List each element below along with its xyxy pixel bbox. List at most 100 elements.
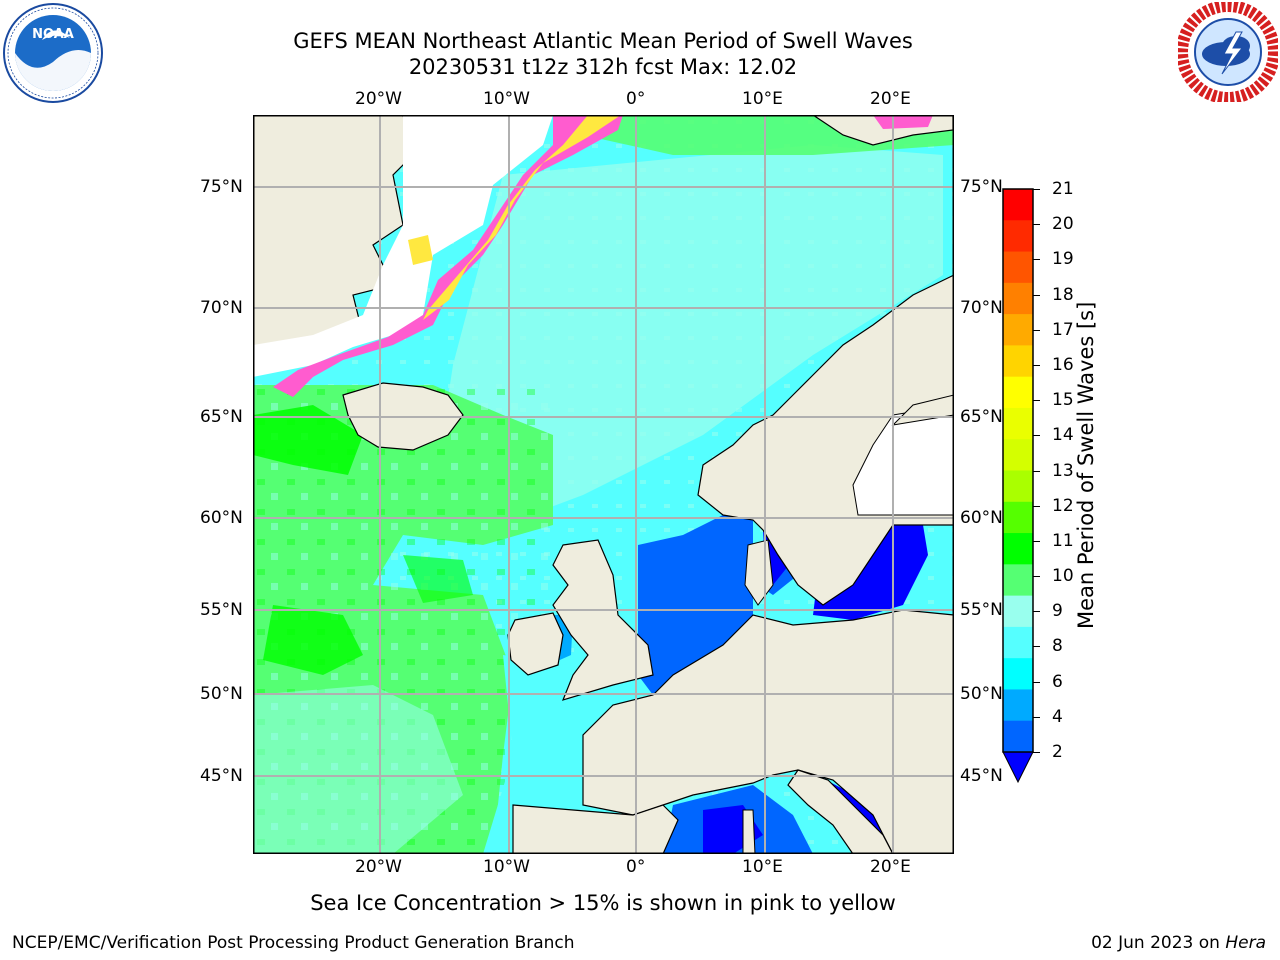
colorbar-tick-label: 17 (1052, 319, 1074, 340)
colorbar-tick-mark (1033, 681, 1040, 683)
map-plot-area (253, 115, 954, 854)
colorbar-tick-mark (1033, 364, 1040, 366)
lat-label-left-65n: 65°N (200, 407, 243, 427)
colorbar-cell (1003, 314, 1033, 346)
colorbar-tick-label: 21 (1052, 179, 1074, 199)
colorbar-tick-label: 2 (1052, 742, 1063, 762)
colorbar-tick-mark (1033, 505, 1040, 507)
colorbar-cell (1003, 689, 1033, 722)
lon-label-bottom-20e: 20°E (870, 857, 911, 877)
colorbar-tick-mark (1033, 400, 1040, 402)
lon-label-top-0: 0° (626, 89, 646, 109)
colorbar-tick-label: 13 (1052, 460, 1074, 481)
colorbar-tick-label: 12 (1052, 495, 1074, 516)
lat-label-right-45n: 45°N (960, 766, 1003, 786)
colorbar-tick-label: 6 (1052, 671, 1063, 692)
gulf-of-bothnia (852, 404, 954, 516)
lat-label-left-45n: 45°N (200, 766, 243, 786)
lon-label-top-20e: 20°E (870, 89, 911, 109)
colorbar-cell (1003, 282, 1033, 315)
chart-title: GEFS MEAN Northeast Atlantic Mean Period… (293, 29, 913, 53)
colorbar-tick-mark (1033, 259, 1040, 261)
lat-label-right-65n: 65°N (960, 407, 1003, 427)
colorbar-tick-mark (1033, 470, 1040, 472)
region-period-10-11-c (403, 555, 473, 603)
colorbar-cell (1003, 407, 1033, 440)
colorbar-tick-mark (1033, 576, 1040, 578)
colorbar-cell (1003, 720, 1033, 753)
colorbar-tick-label: 19 (1052, 249, 1074, 270)
colorbar-tick-label: 20 (1052, 214, 1074, 235)
colorbar-cell (1003, 376, 1033, 409)
colorbar-cell (1003, 595, 1033, 628)
colorbar-tick-mark (1033, 646, 1040, 648)
colorbar-tick-label: 4 (1052, 706, 1063, 727)
sea-ice-edge-pink (273, 115, 623, 397)
colorbar-cell (1003, 189, 1033, 221)
lat-label-right-75n: 75°N (960, 177, 1003, 197)
footer-left: NCEP/EMC/Verification Post Processing Pr… (12, 933, 575, 953)
colorbar-tick-label: 18 (1052, 284, 1074, 305)
land-iberia (512, 804, 679, 854)
colorbar-cell (1003, 220, 1033, 253)
nws-logo (1178, 2, 1278, 102)
lon-label-top-10e: 10°E (742, 89, 783, 109)
region-period-8-9-sw (253, 685, 463, 854)
colorbar-tick-mark (1033, 435, 1040, 437)
colorbar-cell (1003, 345, 1033, 378)
footer-right: 02 Jun 2023 on Hera (1091, 933, 1266, 953)
region-period-8-9 (433, 145, 943, 525)
sea-ice-patch-yellow (408, 235, 433, 265)
colorbar-cell (1003, 626, 1033, 659)
map-gridlines (253, 115, 954, 854)
lat-label-right-70n: 70°N (960, 298, 1003, 318)
colorbar-tick-mark (1033, 294, 1040, 296)
colorbar-cell (1003, 501, 1033, 534)
lon-label-bottom-10w: 10°W (483, 857, 530, 877)
lat-label-left-50n: 50°N (200, 684, 243, 704)
colorbar (1002, 188, 1034, 784)
colorbar-cell (1003, 251, 1033, 284)
lat-label-left-60n: 60°N (200, 508, 243, 528)
colorbar-cell (1003, 439, 1033, 471)
colorbar-tick-label: 15 (1052, 390, 1074, 411)
lat-label-right-50n: 50°N (960, 684, 1003, 704)
noaa-logo: NOAA (3, 3, 103, 103)
footer-date: 02 Jun 2023 on (1091, 933, 1220, 953)
region-north-sea (638, 510, 753, 695)
lon-label-bottom-10e: 10°E (742, 857, 783, 877)
swell-period-map (253, 115, 954, 854)
sea-ice-caption: Sea Ice Concentration > 15% is shown in … (310, 891, 896, 915)
colorbar-tick-mark (1033, 716, 1040, 718)
colorbar-tick-label: 10 (1052, 566, 1074, 587)
sea-ice-edge-yellow (423, 115, 621, 320)
region-period-10-11-b (263, 605, 363, 675)
lon-label-bottom-0: 0° (626, 857, 646, 877)
region-period-10-11-a (253, 405, 363, 475)
colorbar-tick-mark (1033, 224, 1040, 226)
lat-label-left-55n: 55°N (200, 600, 243, 620)
chart-subtitle: 20230531 t12z 312h fcst Max: 12.02 (408, 55, 798, 79)
lon-label-top-10w: 10°W (483, 89, 530, 109)
colorbar-tick-mark (1033, 752, 1040, 753)
lon-label-bottom-20w: 20°W (355, 857, 402, 877)
map-frame (253, 115, 954, 854)
lat-label-right-60n: 60°N (960, 508, 1003, 528)
colorbar-tick-label: 9 (1052, 601, 1063, 622)
colorbar-cell (1003, 470, 1033, 503)
colorbar-tick-mark (1033, 540, 1040, 542)
colorbar-tick-label: 16 (1052, 354, 1074, 375)
colorbar-tick-label: 14 (1052, 425, 1074, 446)
colorbar-tick-mark (1033, 329, 1040, 331)
footer-host: Hera (1225, 933, 1266, 953)
sea-ice-white (253, 115, 553, 377)
land-scandinavia (697, 274, 954, 606)
land-great-britain (552, 539, 654, 701)
land-continental-europe (582, 609, 954, 854)
lat-label-left-70n: 70°N (200, 298, 243, 318)
colorbar-cell (1003, 533, 1033, 565)
noaa-logo-text: NOAA (32, 27, 74, 42)
lat-label-left-75n: 75°N (200, 177, 243, 197)
lat-label-right-55n: 55°N (960, 600, 1003, 620)
land-corsica-sardinia (742, 809, 756, 854)
